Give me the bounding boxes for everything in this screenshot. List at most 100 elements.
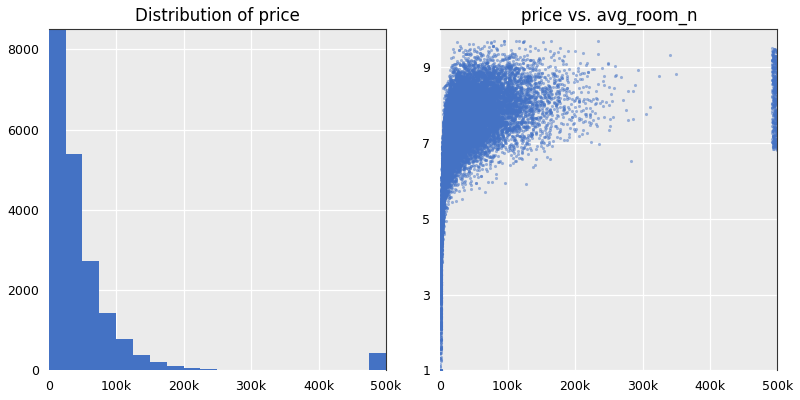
Point	[562, 88, 575, 94]
Point	[440, 164, 453, 170]
Point	[436, 146, 449, 152]
Point	[446, 122, 459, 128]
Point	[470, 108, 483, 114]
Point	[438, 174, 451, 180]
Point	[451, 125, 464, 131]
Point	[502, 95, 515, 102]
Point	[442, 144, 454, 150]
Point	[449, 116, 462, 123]
Point	[439, 156, 452, 163]
Point	[503, 64, 516, 70]
Point	[443, 114, 456, 120]
Point	[490, 90, 503, 96]
Point	[445, 153, 458, 160]
Point	[462, 89, 475, 95]
Point	[458, 110, 470, 116]
Point	[462, 151, 475, 157]
Point	[464, 112, 477, 119]
Point	[484, 87, 497, 93]
Point	[442, 124, 454, 130]
Point	[462, 145, 474, 152]
Point	[451, 118, 464, 124]
Point	[448, 61, 461, 67]
Point	[447, 87, 460, 94]
Point	[446, 112, 458, 119]
Point	[448, 140, 461, 146]
Point	[506, 90, 519, 97]
Point	[436, 173, 449, 179]
Point	[445, 92, 458, 98]
Point	[466, 109, 479, 116]
Point	[434, 294, 447, 301]
Point	[436, 186, 449, 192]
Point	[458, 114, 470, 120]
Point	[479, 68, 492, 74]
Point	[455, 179, 468, 185]
Point	[434, 336, 447, 342]
Point	[457, 166, 470, 172]
Point	[452, 68, 465, 75]
Point	[438, 166, 451, 172]
Point	[480, 110, 493, 116]
Point	[444, 140, 457, 146]
Point	[447, 100, 460, 107]
Point	[478, 92, 491, 99]
Point	[476, 94, 489, 100]
Point	[449, 88, 462, 94]
Point	[456, 109, 469, 115]
Point	[450, 118, 462, 124]
Point	[438, 106, 451, 112]
Point	[441, 136, 454, 142]
Point	[435, 240, 448, 246]
Point	[440, 160, 453, 166]
Point	[490, 93, 503, 99]
Point	[473, 98, 486, 104]
Point	[442, 155, 454, 162]
Point	[450, 108, 462, 114]
Point	[457, 99, 470, 105]
Point	[434, 280, 447, 286]
Point	[439, 136, 452, 142]
Point	[438, 153, 450, 160]
Point	[448, 92, 461, 98]
Point	[458, 116, 471, 123]
Point	[451, 109, 464, 115]
Point	[488, 93, 501, 99]
Point	[448, 127, 461, 134]
Point	[461, 108, 474, 114]
Point	[440, 140, 453, 147]
Point	[465, 122, 478, 129]
Point	[443, 103, 456, 109]
Point	[434, 280, 447, 286]
Point	[456, 149, 469, 156]
Point	[440, 130, 453, 136]
Point	[766, 84, 779, 90]
Point	[450, 140, 462, 147]
Point	[459, 117, 472, 124]
Point	[466, 138, 478, 144]
Point	[446, 144, 458, 150]
Point	[491, 122, 504, 128]
Point	[454, 144, 466, 150]
Point	[447, 168, 460, 174]
Point	[455, 92, 468, 98]
Point	[436, 150, 449, 156]
Point	[502, 107, 515, 113]
Point	[437, 168, 450, 175]
Point	[460, 99, 473, 106]
Point	[438, 177, 451, 184]
Point	[449, 97, 462, 103]
Point	[450, 129, 462, 135]
Point	[482, 109, 495, 115]
Point	[506, 160, 519, 166]
Point	[442, 137, 455, 143]
Point	[479, 74, 492, 80]
Point	[442, 140, 455, 146]
Point	[466, 143, 479, 150]
Point	[446, 103, 459, 110]
Point	[439, 142, 452, 149]
Point	[438, 201, 450, 208]
Point	[480, 117, 493, 123]
Point	[477, 76, 490, 82]
Point	[435, 212, 448, 218]
